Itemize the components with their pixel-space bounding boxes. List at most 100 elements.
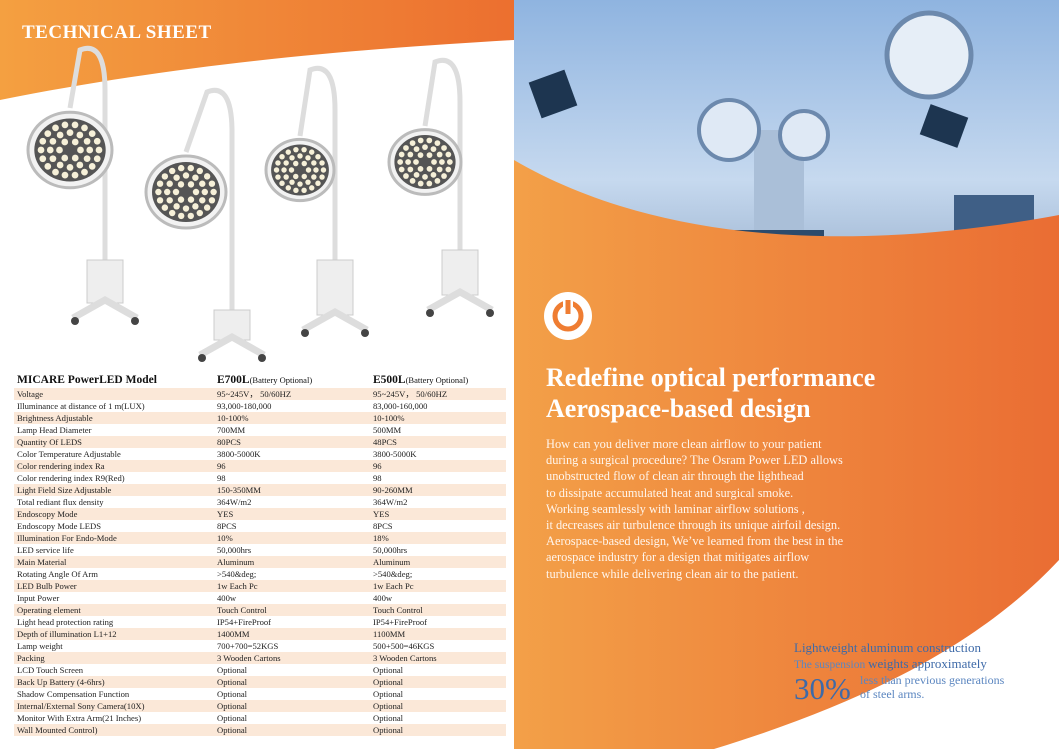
e500l-value: Optional bbox=[373, 713, 404, 723]
e700l-value: 150-350MM bbox=[214, 484, 370, 496]
spec-label: Color rendering index Ra bbox=[14, 460, 214, 472]
table-row: Light head protection rating IP54+FirePro… bbox=[14, 616, 506, 628]
operating-room-photo bbox=[514, 0, 1059, 749]
spec-label: Total rediant flux density bbox=[17, 497, 104, 507]
e700l-value: 1w Each Pc bbox=[214, 580, 370, 592]
spec-label: LCD Touch Screen bbox=[17, 665, 84, 675]
model-note: (Battery Optional) bbox=[405, 375, 469, 385]
table-row: Internal/External Sony Camera(10X) Option… bbox=[14, 700, 506, 712]
spec-label: Light Field Size Adjustable bbox=[14, 484, 214, 496]
body-line: unobstructed flow of clean air through t… bbox=[546, 469, 804, 484]
table-row: Color rendering index Ra 96 96 bbox=[14, 460, 506, 472]
feature-rest-1: less than previous generations bbox=[860, 673, 1005, 687]
body-line: turbulence while delivering clean air to… bbox=[546, 566, 799, 581]
spec-label: Endoscopy Mode LEDS bbox=[17, 521, 102, 531]
spec-label: Rotating Angle Of Arm bbox=[17, 569, 98, 579]
spec-label: Endoscopy Mode bbox=[14, 508, 214, 520]
e500l-value: Optional bbox=[370, 676, 506, 688]
e700l-value: 700+700=52KGS bbox=[217, 641, 279, 651]
e700l-value: 50,000hrs bbox=[217, 545, 252, 555]
table-row: Brightness Adjustable 10-100% 10-100% bbox=[14, 412, 506, 424]
e500l-value: 400w bbox=[373, 593, 393, 603]
model-name: E700L bbox=[217, 374, 250, 386]
surgical-lamp-image bbox=[144, 88, 266, 362]
e700l-value: 95~245V， 50/60HZ bbox=[214, 388, 370, 400]
table-row: Shadow Compensation Function Optional Opti… bbox=[14, 688, 506, 700]
e700l-value: IP54+FireProof bbox=[217, 617, 272, 627]
brand-logo-icon bbox=[544, 292, 592, 340]
table-row: Rotating Angle Of Arm >540&deg; >540&deg; bbox=[14, 568, 506, 580]
e500l-value: YES bbox=[370, 508, 506, 520]
body-line: during a surgical procedure? The Osram P… bbox=[546, 453, 843, 468]
table-row: Color Temperature Adjustable 3800-5000K 38… bbox=[14, 448, 506, 460]
feature-title: Lightweight aluminum construction bbox=[794, 640, 982, 655]
table-row: Main Material Aluminum Aluminum bbox=[14, 556, 506, 568]
e500l-value: IP54+FireProof bbox=[373, 617, 428, 627]
page-title: TECHNICAL SHEET bbox=[22, 22, 212, 43]
e700l-value: YES bbox=[214, 508, 370, 520]
table-row: Light Field Size Adjustable 150-350MM 90-2… bbox=[14, 484, 506, 496]
e700l-value: 1400MM bbox=[214, 628, 370, 640]
spec-table: MICARE PowerLED Model E700L(Battery Optio… bbox=[14, 372, 506, 736]
spec-label: Internal/External Sony Camera(10X) bbox=[14, 700, 214, 712]
headline-line-2: Aerospace-based design bbox=[546, 394, 811, 423]
e500l-value: 98 bbox=[373, 473, 382, 483]
table-row: Wall Mounted Control) Optional Optional bbox=[14, 724, 506, 736]
e500l-value: 3800-5000K bbox=[373, 449, 417, 459]
spec-label: Lamp Head Diameter bbox=[17, 425, 92, 435]
spec-label: Brightness Adjustable bbox=[14, 412, 214, 424]
feature-text-emphasis: weights approximately bbox=[868, 656, 987, 671]
e500l-value: 1w Each Pc bbox=[370, 580, 506, 592]
header-e700l: E700L(Battery Optional) bbox=[214, 372, 370, 388]
body-line: Aerospace-based design, We’ve learned fr… bbox=[546, 534, 844, 549]
e500l-value: 96 bbox=[370, 460, 506, 472]
table-row: LED Bulb Power 1w Each Pc 1w Each Pc bbox=[14, 580, 506, 592]
e500l-value: 3 Wooden Cartons bbox=[370, 652, 506, 664]
table-row: Depth of illumination L1+12 1400MM 1100MM bbox=[14, 628, 506, 640]
e500l-value: Optional bbox=[370, 724, 506, 736]
header-label: MICARE PowerLED Model bbox=[17, 374, 157, 386]
e700l-value: 364W/m2 bbox=[217, 497, 252, 507]
e500l-value: Aluminum bbox=[370, 556, 506, 568]
table-row: LED service life 50,000hrs 50,000hrs bbox=[14, 544, 506, 556]
header-swoosh bbox=[0, 0, 514, 100]
e500l-value: 48PCS bbox=[370, 436, 506, 448]
spec-label: Quantity Of LEDS bbox=[14, 436, 214, 448]
spec-label: Light head protection rating bbox=[17, 617, 114, 627]
e500l-value: 364W/m2 bbox=[373, 497, 408, 507]
body-line: How can you deliver more clean airflow t… bbox=[546, 437, 822, 451]
e700l-value: 10-100% bbox=[214, 412, 370, 424]
e500l-value: Optional bbox=[370, 700, 506, 712]
table-row: Monitor With Extra Arm(21 Inches) Optiona… bbox=[14, 712, 506, 724]
table-row: Lamp weight 700+700=52KGS 500+500=46KGS bbox=[14, 640, 506, 652]
spec-label: Shadow Compensation Function bbox=[17, 689, 130, 699]
spec-label: LED Bulb Power bbox=[14, 580, 214, 592]
e700l-value: Optional bbox=[214, 676, 370, 688]
table-row: Endoscopy Mode LEDS 8PCS 8PCS bbox=[14, 520, 506, 532]
surgical-lamp-image bbox=[387, 58, 494, 317]
e700l-value: 10% bbox=[214, 532, 370, 544]
e700l-value: Optional bbox=[217, 713, 248, 723]
left-page: TECHNICAL SHEET MICARE PowerLED Model E70… bbox=[0, 0, 514, 749]
e500l-value: 500MM bbox=[373, 425, 402, 435]
spec-label: Color Temperature Adjustable bbox=[17, 449, 121, 459]
table-row: Lamp Head Diameter 700MM 500MM bbox=[14, 424, 506, 436]
spec-label: Illuminance at distance of 1 m(LUX) bbox=[17, 401, 145, 411]
e500l-value: 10-100% bbox=[370, 412, 506, 424]
e700l-value: 3 Wooden Cartons bbox=[214, 652, 370, 664]
table-row: Illumination For Endo-Mode 10% 18% bbox=[14, 532, 506, 544]
surgical-lamp-image bbox=[264, 66, 369, 337]
product-photos bbox=[26, 46, 494, 362]
body-line: it decreases air turbulence through its … bbox=[546, 518, 841, 533]
spec-label: Illumination For Endo-Mode bbox=[14, 532, 214, 544]
body-line: aerospace industry for a design that mit… bbox=[546, 550, 810, 565]
feature-rest-2: of steel arms. bbox=[860, 687, 925, 701]
e700l-value: 96 bbox=[214, 460, 370, 472]
e700l-value: Aluminum bbox=[214, 556, 370, 568]
e700l-value: Optional bbox=[214, 724, 370, 736]
e500l-value: 8PCS bbox=[373, 521, 393, 531]
header-e500l: E500L(Battery Optional) bbox=[370, 372, 506, 388]
headline-line-1: Redefine optical performance bbox=[546, 363, 876, 392]
table-row: Input Power 400w 400w bbox=[14, 592, 506, 604]
body-text: How can you deliver more clean airflow t… bbox=[546, 436, 886, 582]
